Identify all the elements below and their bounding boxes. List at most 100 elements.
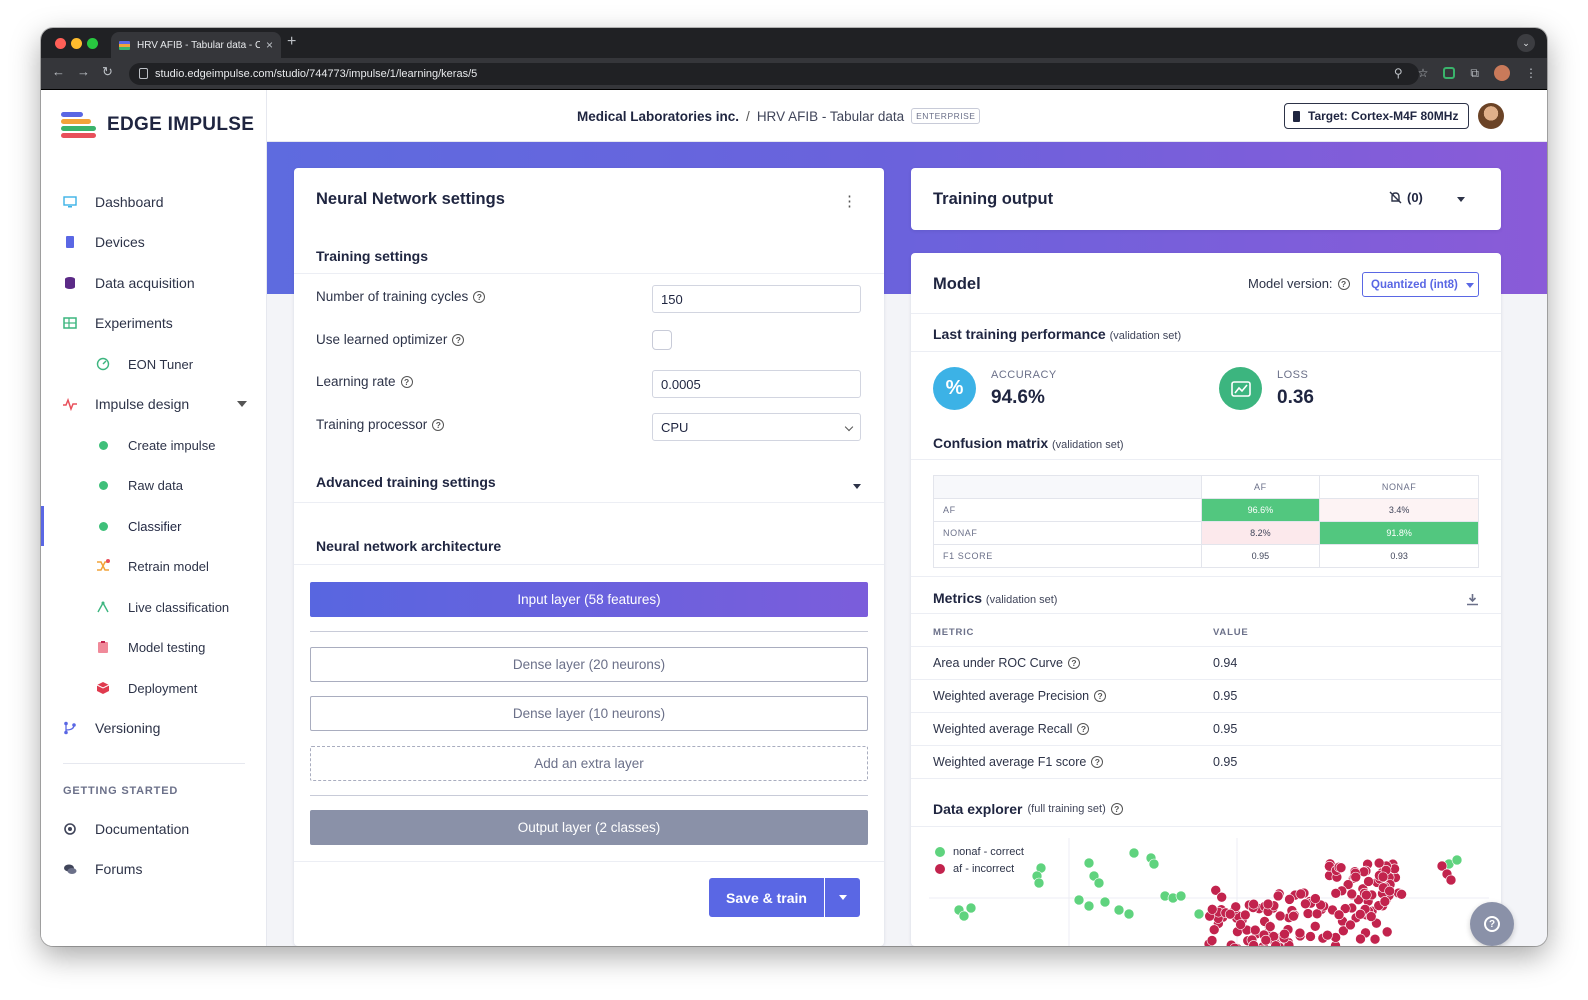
chevron-down-icon xyxy=(844,422,854,432)
dense-layer-2[interactable]: Dense layer (10 neurons) xyxy=(310,696,868,731)
help-icon[interactable]: ? xyxy=(1067,657,1080,669)
data-point xyxy=(1216,891,1227,903)
add-layer-button[interactable]: Add an extra layer xyxy=(310,746,868,781)
data-point xyxy=(1379,896,1391,907)
data-point xyxy=(1239,909,1251,921)
sidebar-item-model-testing[interactable]: Model testing xyxy=(41,627,267,667)
sidebar-item-raw-data[interactable]: Raw data xyxy=(41,465,267,505)
loss-value: 0.36 xyxy=(1277,387,1314,408)
browser-tab[interactable]: HRV AFIB - Tabular data - Cla × xyxy=(111,32,281,58)
sidebar-item-eon-tuner[interactable]: EON Tuner xyxy=(41,344,267,384)
data-point xyxy=(1322,929,1333,941)
explorer-subtitle: (full training set) xyxy=(1027,803,1106,815)
help-button[interactable]: ? xyxy=(1470,902,1514,946)
data-point xyxy=(1330,888,1342,899)
metrics-col-header: METRIC xyxy=(933,627,975,638)
sidebar-item-label: Create impulse xyxy=(128,437,216,453)
help-icon[interactable]: ? xyxy=(432,418,445,431)
download-icon[interactable] xyxy=(1466,593,1479,606)
help-icon[interactable]: ? xyxy=(1110,803,1123,815)
more-options-icon[interactable]: ⋮ xyxy=(842,193,857,210)
help-icon[interactable]: ? xyxy=(400,375,413,388)
help-icon[interactable]: ? xyxy=(1091,756,1104,768)
data-explorer-plot[interactable]: nonaf - correct af - incorrect xyxy=(929,838,1489,946)
forward-icon[interactable]: → xyxy=(77,64,90,79)
input-layer[interactable]: Input layer (58 features) xyxy=(310,582,868,617)
target-device-button[interactable]: Target: Cortex-M4F 80MHz xyxy=(1284,103,1470,129)
dense-layer-1[interactable]: Dense layer (20 neurons) xyxy=(310,647,868,682)
help-icon[interactable]: ? xyxy=(1077,723,1090,735)
new-tab-button[interactable]: + xyxy=(287,33,297,50)
url-field[interactable]: studio.edgeimpulse.com/studio/744773/imp… xyxy=(129,63,1419,85)
close-tab-icon[interactable]: × xyxy=(265,38,273,52)
help-icon[interactable]: ? xyxy=(1094,690,1107,702)
user-avatar[interactable] xyxy=(1478,103,1504,129)
advanced-settings-toggle[interactable]: Advanced training settings xyxy=(316,474,496,490)
address-bar: ← → ↻ studio.edgeimpulse.com/studio/7447… xyxy=(41,58,1547,90)
sidebar-item-classifier[interactable]: Classifier xyxy=(41,506,267,546)
chevron-down-icon[interactable] xyxy=(1457,197,1465,202)
close-window-button[interactable] xyxy=(55,38,66,49)
learning-rate-input[interactable]: 0.0005 xyxy=(652,370,861,398)
sidebar-item-retrain-model[interactable]: Retrain model xyxy=(41,546,267,586)
extension-icon[interactable] xyxy=(1443,67,1456,79)
save-train-button[interactable]: Save & train xyxy=(709,878,824,917)
training-processor-select[interactable]: CPU xyxy=(652,413,861,441)
model-version-select[interactable]: Quantized (int8) xyxy=(1362,272,1479,297)
data-point xyxy=(1224,908,1236,920)
legend-item: af - incorrect xyxy=(935,863,1014,875)
clipboard-icon xyxy=(98,641,108,653)
sidebar-item-label: Versioning xyxy=(95,720,161,736)
divider xyxy=(294,564,884,565)
divider xyxy=(911,826,1501,827)
sidebar-item-create-impulse[interactable]: Create impulse xyxy=(41,425,267,465)
zoom-icon[interactable]: ⚲ xyxy=(1393,66,1403,80)
save-options-dropdown[interactable] xyxy=(824,878,860,917)
bookmark-star-icon[interactable]: ☆ xyxy=(1417,66,1429,80)
sidebar-item-label: Dashboard xyxy=(95,194,164,210)
logo[interactable]: EDGE IMPULSE xyxy=(61,112,254,138)
reload-icon[interactable]: ↻ xyxy=(102,64,113,79)
data-point xyxy=(1235,919,1246,930)
breadcrumb-org[interactable]: Medical Laboratories inc. xyxy=(577,108,740,124)
sidebar-item-deployment[interactable]: Deployment xyxy=(41,668,267,708)
chevron-down-icon[interactable] xyxy=(853,484,861,489)
cm-cell: 0.93 xyxy=(1319,544,1479,568)
tab-search-icon[interactable]: ⌄ xyxy=(1517,34,1535,52)
metric-value: 0.94 xyxy=(1213,656,1238,670)
data-point xyxy=(1295,888,1307,900)
output-layer[interactable]: Output layer (2 classes) xyxy=(310,810,868,845)
help-icon[interactable]: ? xyxy=(1337,277,1350,290)
browser-menu-icon[interactable]: ⋮ xyxy=(1525,66,1537,80)
sidebar-item-label: Deployment xyxy=(128,680,198,696)
sidebar-item-data-acquisition[interactable]: Data acquisition xyxy=(41,263,267,303)
zoom-window-button[interactable] xyxy=(87,38,98,49)
notifications-toggle[interactable]: (0) xyxy=(1388,190,1423,205)
data-point xyxy=(1369,933,1381,945)
sidebar-item-impulse-design[interactable]: Impulse design xyxy=(41,384,267,424)
data-point xyxy=(1384,885,1395,897)
help-icon[interactable]: ? xyxy=(473,290,486,303)
metric-value: 0.95 xyxy=(1213,722,1238,736)
training-cycles-input[interactable]: 150 xyxy=(652,285,861,313)
sidebar-item-devices[interactable]: Devices xyxy=(41,222,267,262)
back-icon[interactable]: ← xyxy=(52,64,65,79)
learned-optimizer-checkbox[interactable] xyxy=(652,330,672,350)
sidebar-item-label: Devices xyxy=(95,234,145,250)
sidebar-item-live-classification[interactable]: Live classification xyxy=(41,587,267,627)
help-icon[interactable]: ? xyxy=(452,333,465,346)
sidebar-item-experiments[interactable]: Experiments xyxy=(41,303,267,343)
breadcrumb-project[interactable]: HRV AFIB - Tabular data xyxy=(756,108,905,124)
chevron-down-icon[interactable] xyxy=(237,401,247,407)
processor-label-text: Training processor xyxy=(316,417,428,432)
sidebar-item-versioning[interactable]: Versioning xyxy=(41,708,267,748)
minimize-window-button[interactable] xyxy=(71,38,82,49)
sidebar-item-forums[interactable]: Forums xyxy=(41,849,267,889)
profile-avatar[interactable] xyxy=(1494,65,1510,81)
extensions-puzzle-icon[interactable]: ⧉ xyxy=(1470,65,1479,80)
data-point xyxy=(1300,898,1311,910)
sidebar-item-documentation[interactable]: Documentation xyxy=(41,809,267,849)
site-info-icon[interactable] xyxy=(139,68,148,79)
model-title: Model xyxy=(933,275,981,293)
sidebar-item-dashboard[interactable]: Dashboard xyxy=(41,182,267,222)
